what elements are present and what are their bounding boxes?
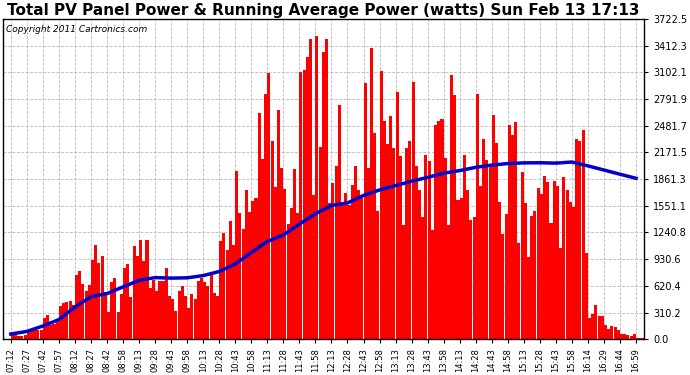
- Text: Copyright 2011 Cartronics.com: Copyright 2011 Cartronics.com: [6, 26, 147, 34]
- Title: Total PV Panel Power & Running Average Power (watts) Sun Feb 13 17:13: Total PV Panel Power & Running Average P…: [7, 3, 640, 18]
